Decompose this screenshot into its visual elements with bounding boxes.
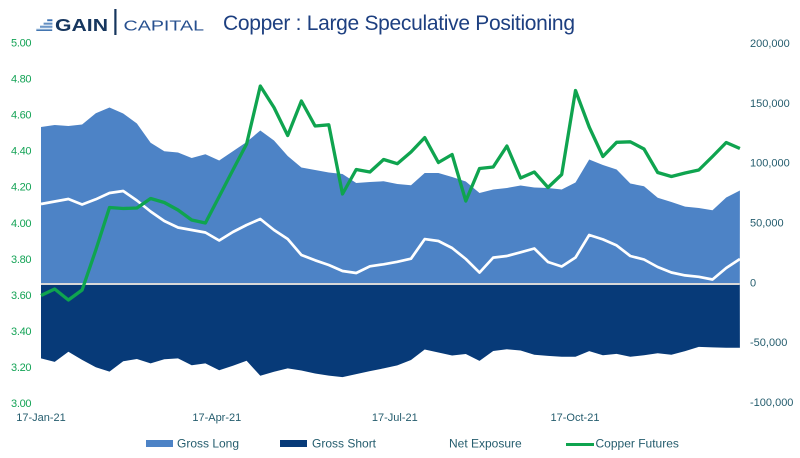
svg-text:50,000: 50,000 [750, 218, 784, 230]
svg-text:17-Jan-21: 17-Jan-21 [16, 412, 66, 424]
svg-text:3.20: 3.20 [11, 362, 32, 374]
svg-text:17-Apr-21: 17-Apr-21 [192, 412, 241, 424]
svg-text:Gross Long: Gross Long [177, 437, 239, 451]
svg-text:0: 0 [750, 277, 756, 289]
svg-text:4.00: 4.00 [11, 218, 32, 230]
svg-text:Gross Short: Gross Short [312, 437, 377, 451]
svg-text:4.40: 4.40 [11, 146, 32, 158]
svg-text:4.80: 4.80 [11, 74, 32, 86]
svg-text:-50,000: -50,000 [750, 337, 787, 349]
svg-text:17-Oct-21: 17-Oct-21 [551, 412, 600, 424]
svg-text:CAPITAL: CAPITAL [124, 18, 205, 35]
svg-text:GAIN: GAIN [55, 15, 108, 35]
svg-text:3.80: 3.80 [11, 254, 32, 266]
svg-text:4.20: 4.20 [11, 182, 32, 194]
svg-text:4.60: 4.60 [11, 110, 32, 122]
svg-text:5.00: 5.00 [11, 38, 32, 50]
svg-text:200,000: 200,000 [750, 38, 790, 50]
svg-text:3.40: 3.40 [11, 326, 32, 338]
svg-text:Copper Futures: Copper Futures [596, 437, 679, 451]
svg-text:17-Jul-21: 17-Jul-21 [372, 412, 418, 424]
svg-text:Net Exposure: Net Exposure [449, 437, 522, 451]
svg-text:100,000: 100,000 [750, 158, 790, 170]
svg-text:150,000: 150,000 [750, 98, 790, 110]
svg-text:3.60: 3.60 [11, 290, 32, 302]
svg-text:3.00: 3.00 [11, 398, 32, 410]
svg-text:Copper : Large Speculative Pos: Copper : Large Speculative Positioning [223, 12, 575, 35]
svg-text:-100,000: -100,000 [750, 397, 793, 409]
